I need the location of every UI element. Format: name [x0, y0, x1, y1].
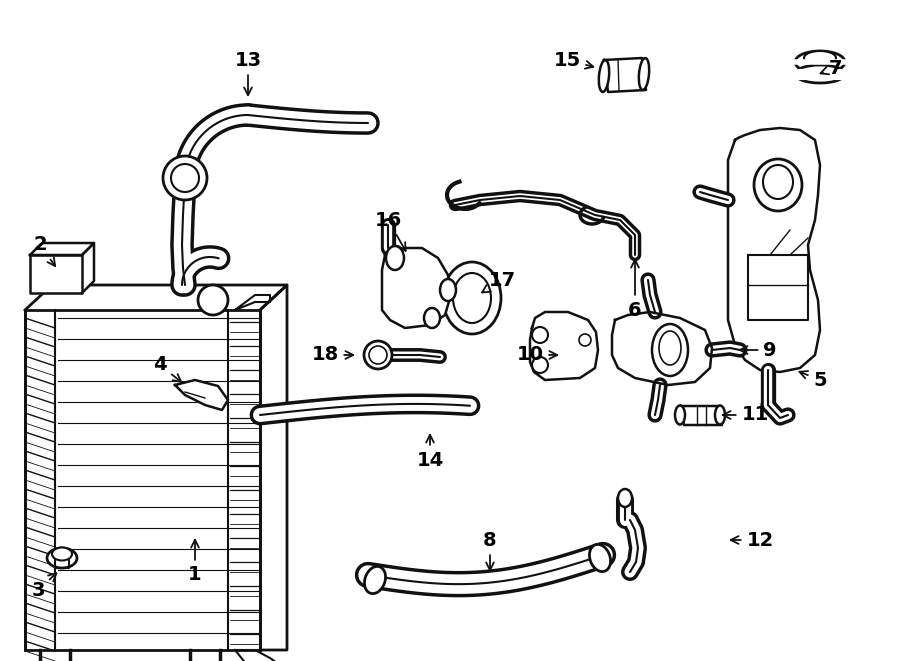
Polygon shape — [680, 406, 722, 425]
Ellipse shape — [659, 331, 681, 365]
Circle shape — [171, 164, 199, 192]
Ellipse shape — [364, 566, 385, 594]
Ellipse shape — [598, 60, 609, 92]
Ellipse shape — [386, 246, 404, 270]
Polygon shape — [30, 243, 94, 255]
Circle shape — [579, 334, 591, 346]
Text: 9: 9 — [740, 340, 777, 360]
Text: 6: 6 — [628, 260, 642, 319]
Text: 14: 14 — [417, 435, 444, 469]
Ellipse shape — [369, 346, 387, 364]
Polygon shape — [728, 128, 820, 372]
Ellipse shape — [440, 279, 456, 301]
Ellipse shape — [443, 262, 501, 334]
Polygon shape — [382, 248, 450, 328]
Text: 17: 17 — [482, 270, 516, 292]
Circle shape — [163, 156, 207, 200]
Circle shape — [532, 357, 548, 373]
Text: 5: 5 — [799, 371, 827, 389]
Text: 4: 4 — [153, 356, 181, 382]
Ellipse shape — [652, 324, 688, 376]
Ellipse shape — [754, 159, 802, 211]
Text: 11: 11 — [723, 405, 769, 424]
Ellipse shape — [47, 548, 77, 568]
Text: 8: 8 — [483, 531, 497, 570]
Ellipse shape — [453, 273, 491, 323]
Ellipse shape — [364, 341, 392, 369]
Ellipse shape — [804, 51, 836, 65]
Ellipse shape — [618, 489, 632, 507]
Ellipse shape — [795, 51, 845, 73]
Text: 3: 3 — [32, 573, 57, 600]
Text: 18: 18 — [311, 346, 353, 364]
Ellipse shape — [675, 405, 685, 424]
Text: 13: 13 — [234, 50, 262, 95]
Polygon shape — [82, 243, 94, 293]
Text: 15: 15 — [554, 50, 593, 69]
Polygon shape — [175, 380, 228, 410]
Polygon shape — [30, 255, 82, 293]
Text: 2: 2 — [33, 235, 55, 266]
Polygon shape — [612, 312, 712, 385]
Ellipse shape — [795, 65, 845, 83]
Text: 10: 10 — [517, 346, 557, 364]
Circle shape — [198, 285, 228, 315]
Text: 1: 1 — [188, 540, 202, 584]
Text: 7: 7 — [821, 59, 842, 77]
Polygon shape — [604, 58, 646, 92]
Circle shape — [532, 327, 548, 343]
Ellipse shape — [763, 165, 793, 199]
Polygon shape — [25, 310, 260, 650]
Text: 16: 16 — [374, 210, 406, 251]
Ellipse shape — [52, 547, 72, 561]
Ellipse shape — [424, 308, 440, 328]
Text: 12: 12 — [731, 531, 774, 549]
Ellipse shape — [590, 545, 610, 572]
Polygon shape — [530, 312, 598, 380]
Ellipse shape — [639, 58, 649, 90]
Ellipse shape — [715, 405, 725, 424]
